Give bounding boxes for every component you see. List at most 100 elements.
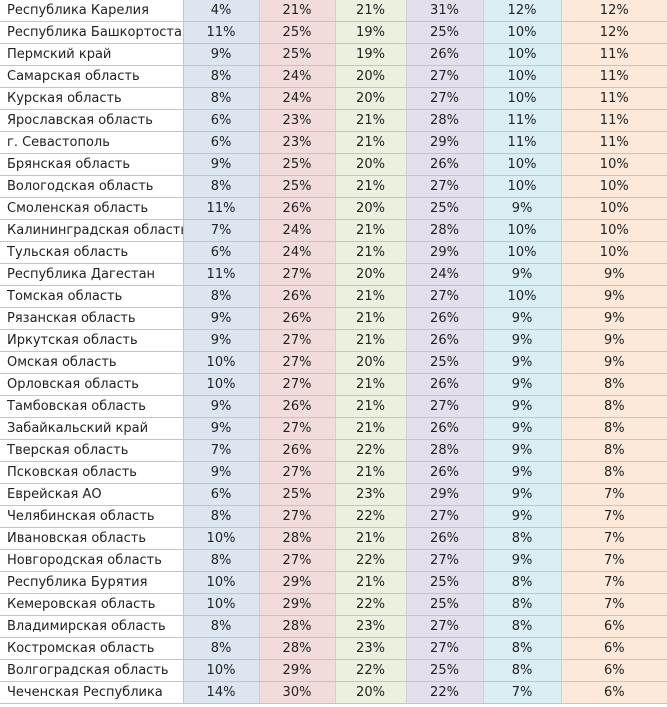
percent-cell[interactable]: 8% [183, 505, 260, 528]
percent-cell[interactable]: 8% [483, 593, 562, 616]
percent-cell[interactable]: 9% [561, 351, 667, 374]
region-cell[interactable]: г. Севастополь [0, 131, 184, 154]
percent-cell[interactable]: 7% [183, 219, 260, 242]
percent-cell[interactable]: 27% [406, 65, 484, 88]
percent-cell[interactable]: 26% [406, 329, 484, 352]
percent-cell[interactable]: 8% [183, 175, 260, 198]
region-cell[interactable]: Орловская область [0, 373, 184, 396]
percent-cell[interactable]: 25% [406, 571, 484, 594]
percent-cell[interactable]: 10% [183, 351, 260, 374]
percent-cell[interactable]: 10% [483, 175, 562, 198]
percent-cell[interactable]: 26% [406, 307, 484, 330]
percent-cell[interactable]: 9% [183, 395, 260, 418]
percent-cell[interactable]: 10% [483, 65, 562, 88]
percent-cell[interactable]: 26% [259, 197, 336, 220]
percent-cell[interactable]: 26% [406, 43, 484, 66]
percent-cell[interactable]: 27% [259, 329, 336, 352]
percent-cell[interactable]: 28% [406, 219, 484, 242]
percent-cell[interactable]: 24% [259, 65, 336, 88]
percent-cell[interactable]: 9% [561, 329, 667, 352]
percent-cell[interactable]: 27% [406, 87, 484, 110]
percent-cell[interactable]: 30% [259, 681, 336, 704]
percent-cell[interactable]: 27% [406, 505, 484, 528]
percent-cell[interactable]: 27% [259, 549, 336, 572]
percent-cell[interactable]: 8% [483, 527, 562, 550]
region-cell[interactable]: Брянская область [0, 153, 184, 176]
region-cell[interactable]: Курская область [0, 87, 184, 110]
percent-cell[interactable]: 11% [561, 43, 667, 66]
percent-cell[interactable]: 8% [183, 615, 260, 638]
percent-cell[interactable]: 8% [183, 285, 260, 308]
percent-cell[interactable]: 31% [406, 0, 484, 22]
percent-cell[interactable]: 21% [335, 109, 407, 132]
percent-cell[interactable]: 10% [483, 153, 562, 176]
percent-cell[interactable]: 12% [561, 0, 667, 22]
percent-cell[interactable]: 6% [561, 615, 667, 638]
percent-cell[interactable]: 25% [259, 21, 336, 44]
percent-cell[interactable]: 20% [335, 197, 407, 220]
percent-cell[interactable]: 9% [183, 43, 260, 66]
percent-cell[interactable]: 28% [406, 439, 484, 462]
percent-cell[interactable]: 6% [183, 109, 260, 132]
percent-cell[interactable]: 29% [259, 659, 336, 682]
percent-cell[interactable]: 21% [335, 131, 407, 154]
percent-cell[interactable]: 26% [406, 373, 484, 396]
percent-cell[interactable]: 4% [183, 0, 260, 22]
percent-cell[interactable]: 21% [335, 0, 407, 22]
percent-cell[interactable]: 8% [183, 637, 260, 660]
percent-cell[interactable]: 22% [335, 505, 407, 528]
percent-cell[interactable]: 21% [335, 307, 407, 330]
percent-cell[interactable]: 26% [259, 285, 336, 308]
percent-cell[interactable]: 11% [483, 109, 562, 132]
percent-cell[interactable]: 25% [406, 21, 484, 44]
percent-cell[interactable]: 10% [483, 21, 562, 44]
percent-cell[interactable]: 9% [483, 483, 562, 506]
percent-cell[interactable]: 11% [183, 197, 260, 220]
percent-cell[interactable]: 9% [183, 461, 260, 484]
percent-cell[interactable]: 7% [561, 483, 667, 506]
percent-cell[interactable]: 10% [483, 285, 562, 308]
percent-cell[interactable]: 21% [335, 175, 407, 198]
percent-cell[interactable]: 8% [561, 373, 667, 396]
region-cell[interactable]: Республика Дагестан [0, 263, 184, 286]
percent-cell[interactable]: 9% [483, 417, 562, 440]
percent-cell[interactable]: 9% [483, 549, 562, 572]
percent-cell[interactable]: 11% [183, 21, 260, 44]
region-cell[interactable]: Тульская область [0, 241, 184, 264]
percent-cell[interactable]: 21% [335, 461, 407, 484]
percent-cell[interactable]: 21% [335, 219, 407, 242]
percent-cell[interactable]: 22% [335, 593, 407, 616]
percent-cell[interactable]: 21% [259, 0, 336, 22]
region-cell[interactable]: Новгородская область [0, 549, 184, 572]
percent-cell[interactable]: 22% [406, 681, 484, 704]
percent-cell[interactable]: 10% [183, 593, 260, 616]
percent-cell[interactable]: 26% [259, 307, 336, 330]
region-cell[interactable]: Томская область [0, 285, 184, 308]
percent-cell[interactable]: 8% [483, 637, 562, 660]
percent-cell[interactable]: 22% [335, 439, 407, 462]
percent-cell[interactable]: 10% [183, 659, 260, 682]
percent-cell[interactable]: 9% [483, 395, 562, 418]
percent-cell[interactable]: 14% [183, 681, 260, 704]
percent-cell[interactable]: 8% [183, 65, 260, 88]
region-cell[interactable]: Забайкальский край [0, 417, 184, 440]
percent-cell[interactable]: 20% [335, 153, 407, 176]
percent-cell[interactable]: 7% [561, 549, 667, 572]
percent-cell[interactable]: 20% [335, 263, 407, 286]
percent-cell[interactable]: 27% [259, 373, 336, 396]
percent-cell[interactable]: 6% [561, 659, 667, 682]
percent-cell[interactable]: 9% [483, 351, 562, 374]
percent-cell[interactable]: 23% [335, 615, 407, 638]
percent-cell[interactable]: 8% [483, 659, 562, 682]
percent-cell[interactable]: 27% [259, 461, 336, 484]
percent-cell[interactable]: 26% [406, 153, 484, 176]
percent-cell[interactable]: 29% [406, 241, 484, 264]
percent-cell[interactable]: 12% [561, 21, 667, 44]
percent-cell[interactable]: 6% [183, 131, 260, 154]
percent-cell[interactable]: 9% [561, 285, 667, 308]
percent-cell[interactable]: 10% [183, 571, 260, 594]
percent-cell[interactable]: 11% [561, 131, 667, 154]
percent-cell[interactable]: 20% [335, 681, 407, 704]
percent-cell[interactable]: 7% [183, 439, 260, 462]
percent-cell[interactable]: 26% [259, 395, 336, 418]
